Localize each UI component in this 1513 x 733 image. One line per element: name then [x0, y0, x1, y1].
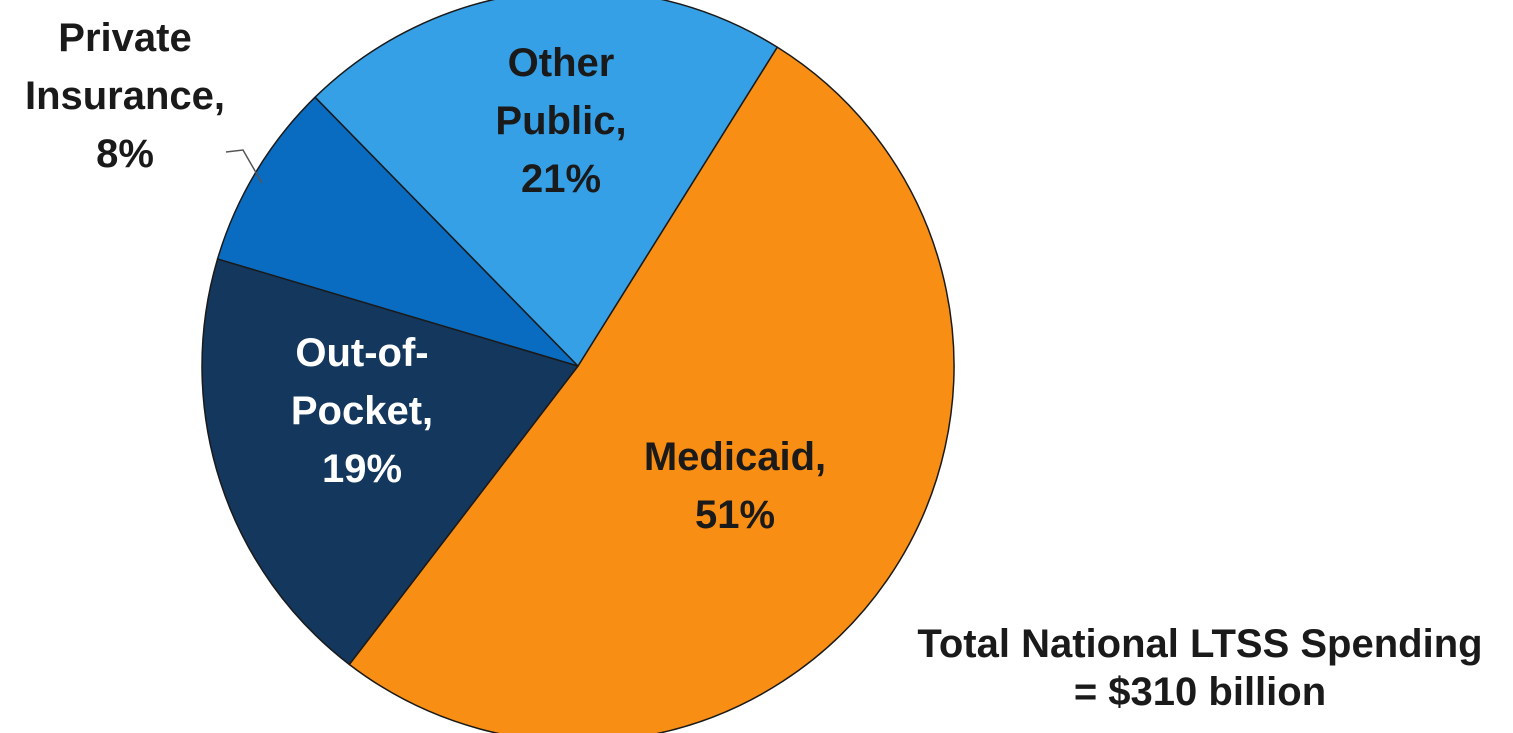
- slice-label-line: 19%: [322, 447, 402, 491]
- slice-label-line: Private: [58, 16, 191, 60]
- slice-label-line: Public,: [495, 99, 626, 143]
- leader-lines: [225, 149, 263, 184]
- slice-label-other-public: Other Public, 21%: [495, 41, 626, 201]
- slice-label-out-of-pocket: Out-of- Pocket, 19%: [291, 331, 433, 491]
- pie-slices: [201, 0, 955, 733]
- pie-slice-other-public: [314, 0, 778, 367]
- slice-label-line: Other: [508, 41, 615, 85]
- total-spending-line-2: = $310 billion: [1073, 670, 1327, 714]
- slice-label-line: Pocket,: [291, 389, 433, 433]
- slice-label-line: 51%: [695, 493, 775, 537]
- pie-slice-out-of-pocket: [201, 258, 579, 666]
- slice-label-private-insurance: Private Insurance, 8%: [25, 16, 225, 176]
- slice-label-line: Insurance,: [25, 74, 225, 118]
- leader-line-private-insurance: [225, 149, 263, 184]
- slice-label-line: Medicaid,: [644, 435, 826, 479]
- total-spending-note: Total National LTSS Spending = $310 bill…: [900, 620, 1500, 716]
- pie-slice-medicaid: [348, 46, 955, 733]
- total-spending-line-1: Total National LTSS Spending: [917, 622, 1483, 666]
- slice-label-line: 8%: [96, 132, 154, 176]
- slice-label-line: 21%: [521, 157, 601, 201]
- slice-label-medicaid: Medicaid, 51%: [644, 435, 826, 537]
- slice-labels: Medicaid, 51% Out-of- Pocket, 19% Private Insu…: [25, 16, 826, 537]
- slice-label-line: Out-of-: [295, 331, 428, 375]
